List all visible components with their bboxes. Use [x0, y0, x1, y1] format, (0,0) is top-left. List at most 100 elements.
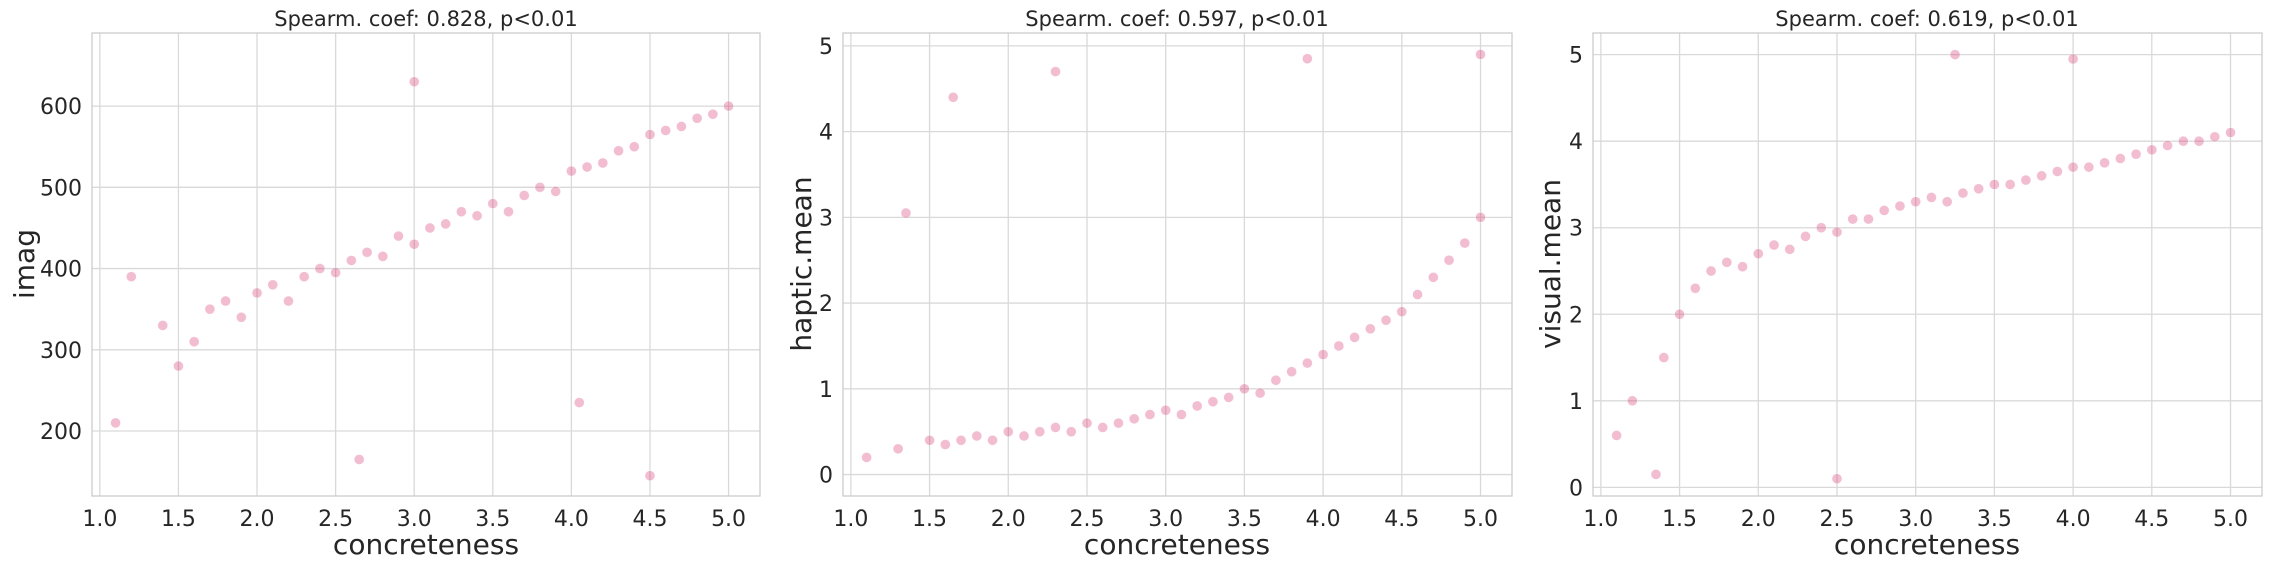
scatter-point: [2225, 127, 2236, 138]
x-tick-label: 4.0: [2056, 507, 2091, 532]
scatter-point: [1427, 272, 1439, 283]
scatter-point: [2067, 53, 2079, 65]
scatter-point: [1721, 257, 1733, 268]
scatter-point: [220, 295, 231, 307]
scatter-point: [330, 267, 341, 278]
scatter-point: [188, 336, 200, 347]
y-tick-label: 0: [1569, 476, 1583, 501]
scatter-point: [267, 279, 279, 291]
y-tick-label: 2: [819, 292, 833, 317]
y-tick-label: 400: [40, 258, 82, 283]
x-tick-label: 1.0: [833, 507, 868, 532]
scatter-point: [393, 230, 404, 242]
scatter-point: [1270, 374, 1282, 386]
x-tick-label: 1.5: [1662, 507, 1697, 532]
scatter-point: [1800, 231, 1811, 242]
scatter-point: [1128, 413, 1140, 425]
scatter-point: [1847, 213, 1859, 225]
scatter-point: [1081, 417, 1093, 429]
x-tick-label: 5.0: [711, 507, 746, 532]
scatter-point: [518, 190, 530, 201]
scatter-panel-visual-mean: 1.0 1.5 2.0 2.5 3.0 3.5 4.0 4.5 5.0 0 1 2 3 4 5 Spearm.…: [1534, 7, 2263, 561]
scatter-point: [1658, 352, 1670, 363]
scatter-point: [892, 443, 904, 455]
scatter-point: [550, 186, 561, 197]
scatter-point: [2146, 144, 2158, 156]
x-tick-label: 3.5: [475, 507, 510, 532]
x-tick-label: 5.0: [1463, 507, 1498, 532]
scatter-point: [1223, 392, 1234, 403]
scatter-point: [471, 210, 483, 222]
scatter-point: [314, 263, 326, 274]
scatter-point: [1412, 289, 1423, 300]
x-tick-label: 3.5: [1227, 507, 1262, 532]
x-axis-label: concreteness: [1834, 528, 2020, 561]
x-tick-label: 5.0: [2213, 507, 2248, 532]
scatter-point: [1286, 366, 1297, 377]
scatter-point: [597, 157, 609, 169]
scatter-point: [2036, 170, 2047, 182]
scatter-point: [361, 247, 373, 258]
x-tick-label: 4.5: [1384, 507, 1419, 532]
scatter-point: [1674, 308, 1685, 320]
tick-labels: 1.0 1.5 2.0 2.5 3.0 3.5 4.0 4.5 5.0 200 300 400 500 6…: [40, 95, 746, 532]
scatter-point: [2193, 135, 2205, 147]
scatter-point: [940, 439, 951, 450]
scatter-point: [1317, 349, 1329, 360]
scatter-point: [861, 452, 872, 463]
scatter-point: [1768, 239, 1780, 251]
scatter-point: [2209, 131, 2221, 143]
y-tick-label: 1: [1569, 390, 1583, 415]
scatter-point: [1160, 404, 1171, 416]
y-tick-label: 300: [40, 339, 82, 364]
grid: [92, 33, 760, 496]
scatter-point: [1941, 196, 1953, 208]
scatter-point: [723, 100, 734, 112]
scatter-point: [2004, 179, 2016, 190]
panel-title: Spearm. coef: 0.619, p<0.01: [1775, 7, 2078, 31]
scatter-point: [947, 92, 959, 103]
scatter-point: [440, 218, 451, 230]
scatter-point: [1957, 187, 1969, 199]
scatter-point: [2067, 161, 2079, 173]
x-tick-label: 1.5: [161, 507, 196, 532]
scatter-point: [900, 207, 912, 219]
scatter-points: [1611, 49, 2236, 484]
y-axis-label: haptic.mean: [785, 176, 818, 351]
scatter-point: [298, 271, 310, 282]
scatter-point: [566, 165, 577, 177]
x-axis-label: concreteness: [333, 528, 519, 561]
scatter-point: [377, 251, 389, 262]
x-tick-label: 3.0: [1148, 507, 1183, 532]
scatter-point: [1752, 248, 1764, 259]
scatter-point: [2052, 166, 2063, 177]
grid: [1593, 33, 2262, 496]
scatter-point: [987, 434, 998, 446]
x-tick-label: 2.5: [1069, 507, 1104, 532]
scatter-point: [1207, 396, 1219, 407]
scatter-point: [1333, 340, 1345, 352]
x-tick-label: 2.0: [1741, 507, 1776, 532]
scatter-point: [534, 182, 546, 193]
scatter-point: [1878, 205, 1890, 216]
y-tick-label: 200: [40, 420, 82, 445]
y-tick-label: 5: [1569, 44, 1583, 69]
x-tick-label: 3.5: [1977, 507, 2012, 532]
scatter-points: [110, 76, 734, 481]
scatter-point: [251, 287, 263, 299]
scatter-point: [1949, 49, 1961, 60]
scatter-point: [1302, 357, 1313, 369]
scatter-point: [283, 295, 294, 307]
scatter-point: [408, 76, 420, 88]
scatter-point: [1737, 261, 1748, 272]
scatter-point: [1989, 179, 2000, 190]
x-axis-label: concreteness: [1084, 528, 1270, 561]
x-tick-label: 3.0: [397, 507, 432, 532]
y-tick-label: 0: [819, 464, 833, 489]
tick-labels: 1.0 1.5 2.0 2.5 3.0 3.5 4.0 4.5 5.0 0 1 2 3 4 5: [819, 35, 1498, 532]
x-tick-label: 2.5: [1819, 507, 1854, 532]
plot-frame: [1592, 32, 2263, 497]
x-tick-label: 4.5: [632, 507, 667, 532]
scatter-point: [971, 430, 983, 442]
scatter-point: [2083, 161, 2095, 173]
